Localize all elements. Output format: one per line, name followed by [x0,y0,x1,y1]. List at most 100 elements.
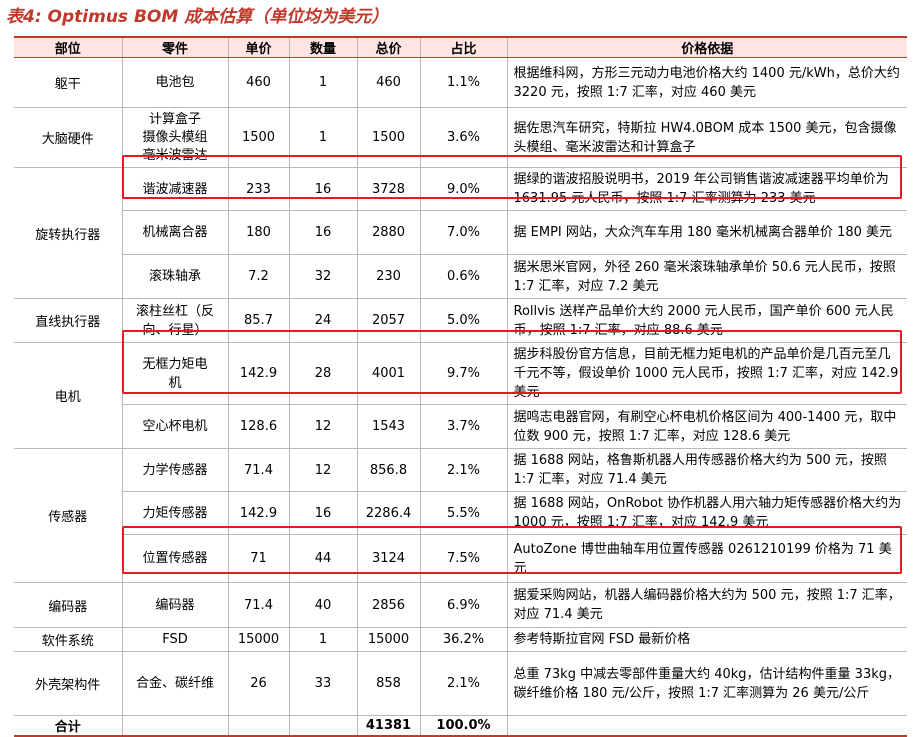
share-cell: 3.7% [420,404,508,449]
basis-cell: 据 1688 网站，格鲁斯机器人用传感器价格大约为 500 元，按照 1:7 汇… [507,448,907,492]
group-cell: 直线执行器 [14,298,123,343]
basis-cell: 据米思米官网，外径 260 毫米滚珠轴承单价 50.6 元人民币，按照 1:7 … [507,254,907,299]
basis-cell: 据绿的谐波招股说明书，2019 年公司销售谐波减速器平均单价为 1631.95 … [507,167,907,211]
table-row: 直线执行器 滚柱丝杠（反向、行星） 85.7 24 2057 5.0% Roll… [14,298,907,343]
price-cell: 233 [228,167,290,211]
part-cell: 合金、碳纤维 [122,651,229,716]
total-cell: 2057 [357,298,421,343]
qty-cell: 33 [289,651,358,716]
header-qty: 数量 [289,36,358,58]
empty-cell [228,715,290,737]
part-line: 计算盒子 [148,111,201,127]
basis-cell: 根据维科网，方形三元动力电池价格大约 1400 元/kWh，总价大约 3220 … [507,57,907,108]
table-row: 旋转执行器 谐波减速器 233 16 3728 9.0% 据绿的谐波招股说明书，… [14,167,907,299]
basis-cell: 据步科股份官方信息，目前无框力矩电机的产品单价是几百元至几千元不等，假设单价 1… [507,342,907,405]
basis-cell: 据 1688 网站，OnRobot 协作机器人用六轴力矩传感器价格大约为 100… [507,491,907,535]
total-cell: 460 [357,57,421,108]
table-row: 空心杯电机 128.6 12 1543 3.7% 据鸣志电器官网，有刷空心杯电机… [14,404,907,449]
total-cell: 858 [357,651,421,716]
price-cell: 7.2 [228,254,290,299]
total-cell: 856.8 [357,448,421,492]
price-cell: 26 [228,651,290,716]
total-cell: 230 [357,254,421,299]
table-row: 大脑硬件 计算盒子 摄像头模组 毫米波雷达 1500 1 1500 3.6% 据… [14,107,907,168]
group-cell: 软件系统 [14,627,123,652]
part-cell: 空心杯电机 [122,404,229,449]
part-cell: FSD [122,627,229,652]
qty-cell: 16 [289,210,358,255]
basis-cell: 总重 73kg 中减去零部件重量大约 40kg，估计结构件重量 33kg，碳纤维… [507,651,907,716]
total-cell: 1500 [357,107,421,168]
price-cell: 85.7 [228,298,290,343]
qty-cell: 24 [289,298,358,343]
qty-cell: 44 [289,534,358,583]
part-cell: 力矩传感器 [122,491,229,535]
qty-cell: 16 [289,491,358,535]
qty-cell: 12 [289,404,358,449]
total-cell: 2286.4 [357,491,421,535]
table-row: 机械离合器 180 16 2880 7.0% 据 EMPI 网站，大众汽车车用 … [14,210,907,255]
group-cell: 外壳架构件 [14,651,123,716]
header-basis: 价格依据 [507,36,907,58]
part-cell: 编码器 [122,582,229,628]
qty-cell: 16 [289,167,358,211]
header-price: 单价 [228,36,290,58]
basis-cell: 参考特斯拉官网 FSD 最新价格 [507,627,907,652]
part-cell: 电池包 [122,57,229,108]
share-cell: 6.9% [420,582,508,628]
part-cell: 滚柱丝杠（反向、行星） [122,298,229,343]
qty-cell: 1 [289,107,358,168]
price-cell: 142.9 [228,491,290,535]
empty-cell [289,715,358,737]
group-cell: 旋转执行器 [14,167,123,299]
price-cell: 142.9 [228,342,290,405]
header-total: 总价 [357,36,421,58]
empty-cell [122,715,229,737]
total-cell: 3728 [357,167,421,211]
table-row: 外壳架构件 合金、碳纤维 26 33 858 2.1% 总重 73kg 中减去零… [14,651,907,716]
part-cell: 位置传感器 [122,534,229,583]
total-cell: 3124 [357,534,421,583]
share-cell: 2.1% [420,448,508,492]
empty-cell [507,715,907,737]
share-cell: 3.6% [420,107,508,168]
basis-cell: 据鸣志电器官网，有刷空心杯电机价格区间为 400-1400 元，取中位数 900… [507,404,907,449]
share-cell: 5.5% [420,491,508,535]
price-cell: 1500 [228,107,290,168]
group-cell: 躯干 [14,57,123,108]
price-cell: 71.4 [228,582,290,628]
share-cell: 1.1% [420,57,508,108]
table-row: 编码器 编码器 71.4 40 2856 6.9% 据爱采购网站，机器人编码器价… [14,582,907,628]
grand-total: 41381 [357,715,421,737]
price-cell: 128.6 [228,404,290,449]
part-cell: 计算盒子 摄像头模组 毫米波雷达 [122,107,229,168]
part-cell: 力学传感器 [122,448,229,492]
group-cell: 电机 [14,342,123,449]
price-cell: 460 [228,57,290,108]
total-cell: 2856 [357,582,421,628]
qty-cell: 28 [289,342,358,405]
share-cell: 36.2% [420,627,508,652]
group-cell: 传感器 [14,448,123,583]
share-cell: 2.1% [420,651,508,716]
part-cell: 谐波减速器 [122,167,229,211]
header-group: 部位 [14,36,123,58]
share-cell: 9.7% [420,342,508,405]
part-line: 毫米波雷达 [142,147,208,163]
share-cell: 7.5% [420,534,508,583]
group-cell: 编码器 [14,582,123,628]
part-line: 摄像头模组 [142,129,208,145]
price-cell: 71.4 [228,448,290,492]
part-cell: 无框力矩电机 [122,342,229,405]
price-cell: 15000 [228,627,290,652]
table-row: 电机 无框力矩电机 142.9 28 4001 9.7% 据步科股份官方信息，目… [14,342,907,449]
share-cell: 9.0% [420,167,508,211]
part-cell: 滚珠轴承 [122,254,229,299]
header-share: 占比 [420,36,508,58]
bom-table: 部位 零件 单价 数量 总价 占比 价格依据 躯干 电池包 460 1 460 … [14,36,907,737]
price-cell: 71 [228,534,290,583]
total-cell: 1543 [357,404,421,449]
qty-cell: 1 [289,627,358,652]
table-row: 滚珠轴承 7.2 32 230 0.6% 据米思米官网，外径 260 毫米滚珠轴… [14,254,907,299]
share-cell: 0.6% [420,254,508,299]
